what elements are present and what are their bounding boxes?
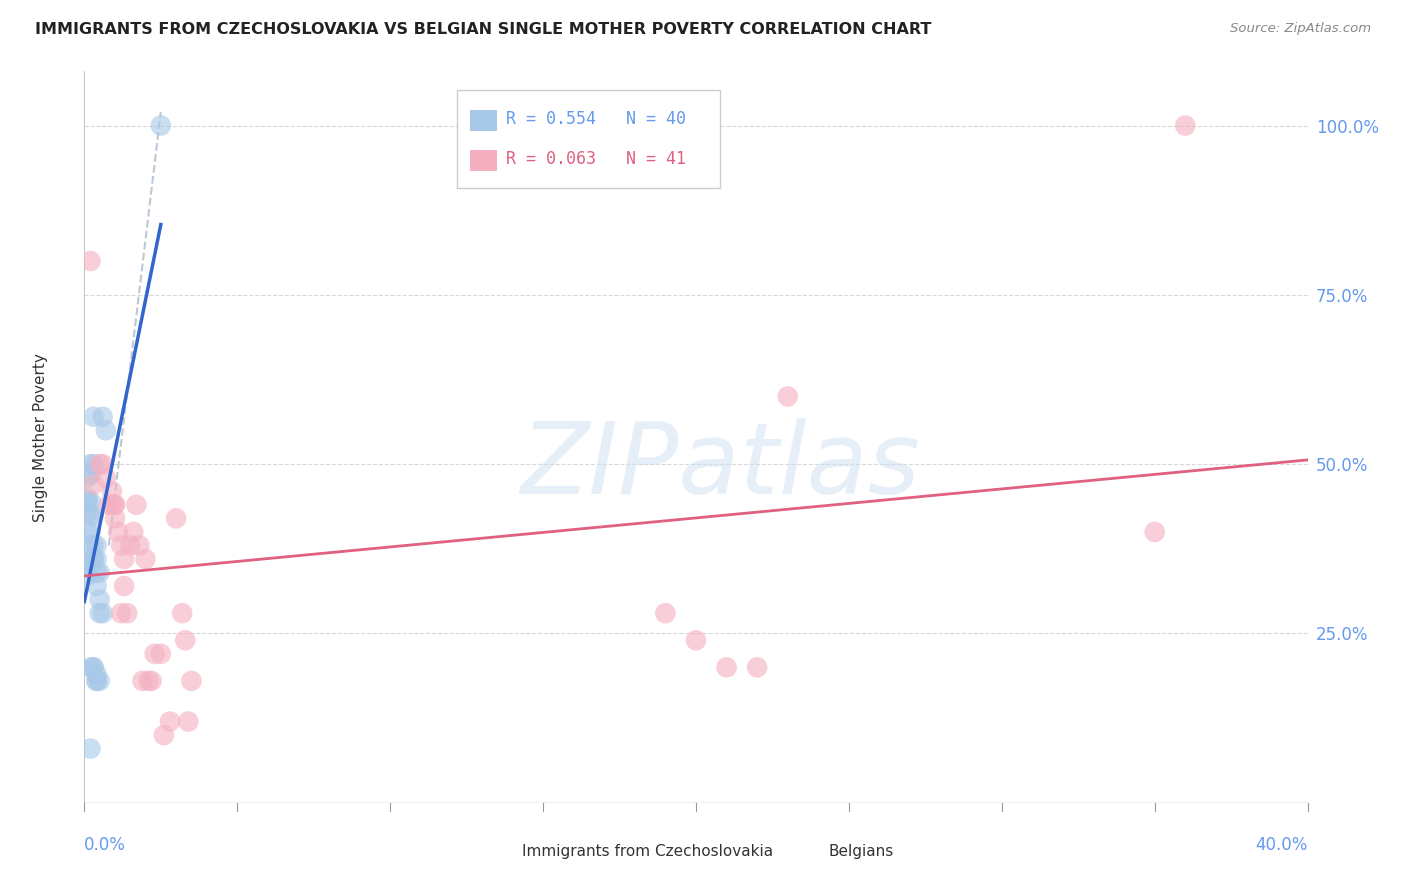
Point	[107, 524, 129, 539]
Point	[128, 538, 150, 552]
Point	[86, 538, 108, 552]
Point	[122, 524, 145, 539]
Point	[83, 409, 105, 424]
Point	[174, 633, 197, 648]
Point	[89, 673, 111, 688]
Point	[83, 457, 105, 471]
Point	[104, 498, 127, 512]
Point	[112, 552, 135, 566]
Point	[110, 538, 132, 552]
Point	[110, 606, 132, 620]
Point	[79, 457, 101, 471]
Point	[76, 494, 98, 508]
Point	[94, 471, 117, 485]
Point	[79, 538, 101, 552]
Point	[89, 566, 111, 580]
Text: Immigrants from Czechoslovakia: Immigrants from Czechoslovakia	[522, 845, 773, 859]
Point	[91, 606, 114, 620]
Point	[747, 660, 769, 674]
Point	[149, 647, 172, 661]
Point	[94, 423, 117, 437]
FancyBboxPatch shape	[794, 841, 821, 863]
Point	[83, 508, 105, 522]
Point	[180, 673, 202, 688]
Point	[91, 457, 114, 471]
Text: R = 0.063   N = 41: R = 0.063 N = 41	[506, 150, 686, 168]
Point	[83, 552, 105, 566]
Point	[86, 552, 108, 566]
Point	[125, 498, 148, 512]
Point	[86, 579, 108, 593]
Point	[86, 673, 108, 688]
Point	[138, 673, 160, 688]
Point	[654, 606, 676, 620]
Text: R = 0.554   N = 40: R = 0.554 N = 40	[506, 110, 686, 128]
Point	[83, 660, 105, 674]
FancyBboxPatch shape	[470, 110, 496, 130]
Point	[159, 714, 181, 729]
Point	[79, 741, 101, 756]
Point	[104, 498, 127, 512]
Point	[79, 660, 101, 674]
Point	[776, 389, 799, 403]
Point	[131, 673, 153, 688]
Point	[79, 254, 101, 268]
Point	[79, 494, 101, 508]
Point	[89, 606, 111, 620]
Point	[89, 457, 111, 471]
Point	[115, 606, 138, 620]
Point	[79, 524, 101, 539]
Point	[86, 667, 108, 681]
Text: Single Mother Poverty: Single Mother Poverty	[32, 352, 48, 522]
Point	[83, 538, 105, 552]
Point	[101, 498, 124, 512]
Point	[79, 508, 101, 522]
Point	[76, 524, 98, 539]
Point	[165, 511, 187, 525]
Point	[112, 579, 135, 593]
Point	[172, 606, 194, 620]
Point	[83, 660, 105, 674]
Text: IMMIGRANTS FROM CZECHOSLOVAKIA VS BELGIAN SINGLE MOTHER POVERTY CORRELATION CHAR: IMMIGRANTS FROM CZECHOSLOVAKIA VS BELGIA…	[35, 22, 932, 37]
Point	[143, 647, 166, 661]
Text: ZIPatlas: ZIPatlas	[520, 417, 921, 515]
Point	[141, 673, 163, 688]
Point	[86, 673, 108, 688]
Point	[177, 714, 200, 729]
Point	[76, 569, 98, 583]
Point	[76, 505, 98, 519]
Text: Source: ZipAtlas.com: Source: ZipAtlas.com	[1230, 22, 1371, 36]
Point	[76, 494, 98, 508]
Point	[685, 633, 707, 648]
Text: Belgians: Belgians	[828, 845, 893, 859]
Point	[120, 538, 142, 552]
Point	[1174, 119, 1197, 133]
FancyBboxPatch shape	[457, 90, 720, 188]
Point	[97, 498, 120, 512]
Point	[149, 119, 172, 133]
Point	[83, 477, 105, 491]
Point	[716, 660, 738, 674]
Point	[153, 728, 176, 742]
Point	[135, 552, 157, 566]
FancyBboxPatch shape	[488, 841, 515, 863]
Point	[91, 409, 114, 424]
Point	[1143, 524, 1166, 539]
Point	[79, 467, 101, 482]
Point	[83, 552, 105, 566]
Point	[76, 558, 98, 573]
Point	[76, 471, 98, 485]
Point	[104, 511, 127, 525]
Text: 0.0%: 0.0%	[84, 836, 127, 854]
Point	[86, 566, 108, 580]
FancyBboxPatch shape	[470, 151, 496, 171]
Point	[89, 592, 111, 607]
Point	[79, 558, 101, 573]
Point	[76, 491, 98, 505]
Text: 40.0%: 40.0%	[1256, 836, 1308, 854]
Point	[101, 484, 124, 499]
